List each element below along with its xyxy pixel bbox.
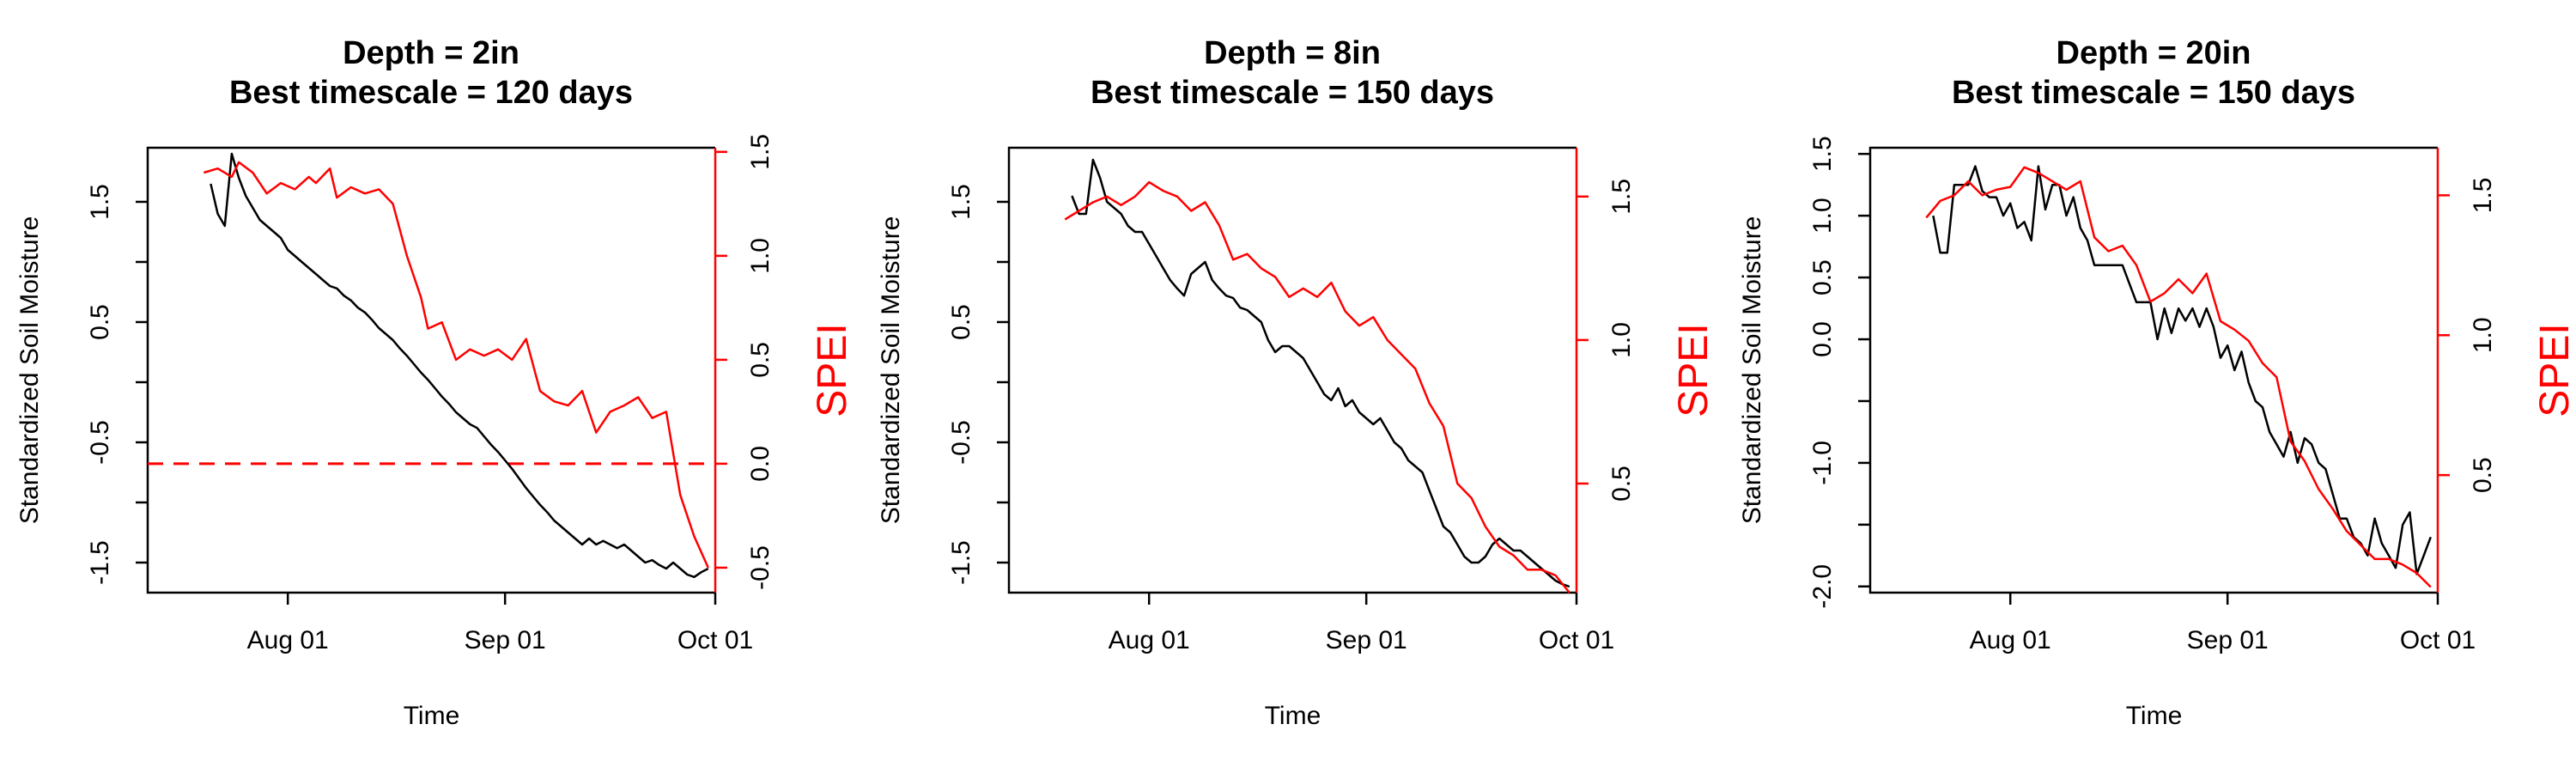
right-y-tick-label: 1.0 [746, 238, 775, 274]
x-tick-label: Oct 01 [2400, 626, 2476, 654]
left-y-tick-label: -0.5 [86, 420, 114, 465]
x-tick-label: Sep 01 [465, 626, 546, 654]
left-y-tick-label: 0.5 [86, 304, 114, 340]
left-y-tick-label: 0.5 [947, 304, 975, 340]
soil-moisture-series-line [210, 152, 709, 579]
left-y-tick-label: 0.0 [1808, 321, 1837, 357]
right-y-axis-label: SPEI [810, 323, 855, 417]
right-y-axis-label: SPEI [2532, 323, 2576, 417]
right-y-tick-label: -0.5 [746, 545, 775, 590]
left-y-tick-label: 1.5 [86, 184, 114, 220]
left-y-tick-label: -1.0 [1808, 441, 1837, 485]
x-axis-label: Time [1265, 702, 1321, 730]
chart-title-line1: Depth = 20in [2057, 35, 2251, 71]
left-y-tick-label: 1.5 [1808, 136, 1837, 172]
left-y-axis-label: Standardized Soil Moisture [877, 216, 905, 525]
right-y-tick-label: 1.0 [1607, 322, 1636, 358]
right-y-tick-label: 0.5 [2469, 457, 2497, 493]
soil-moisture-series-line [1932, 165, 2432, 575]
left-y-tick-label: 0.5 [1808, 259, 1837, 295]
chart-title-line1: Depth = 2in [343, 35, 519, 71]
left-y-tick-label: -1.5 [947, 540, 975, 585]
left-y-tick-label: 1.0 [1808, 198, 1837, 234]
right-y-tick-label: 1.5 [2469, 178, 2497, 214]
soil-moisture-series-line [1071, 158, 1571, 588]
x-tick-label: Oct 01 [1539, 626, 1614, 654]
right-y-tick-label: 1.0 [2469, 317, 2497, 353]
x-tick-label: Sep 01 [2187, 626, 2269, 654]
right-y-tick-label: 1.5 [746, 134, 775, 170]
right-y-tick-label: 0.5 [1607, 466, 1636, 502]
left-y-tick-label: -2.0 [1808, 564, 1837, 609]
x-tick-label: Sep 01 [1326, 626, 1407, 654]
left-y-tick-label: -1.5 [86, 540, 114, 585]
x-tick-label: Aug 01 [1109, 626, 1190, 654]
x-tick-label: Oct 01 [677, 626, 753, 654]
plot-frame [146, 146, 715, 594]
plot-frame [1868, 146, 2438, 594]
spei-series-line [203, 161, 709, 569]
left-y-tick-label: 1.5 [947, 184, 975, 220]
left-y-tick-label: -0.5 [947, 420, 975, 465]
spei-series-line [1925, 166, 2432, 588]
x-axis-label: Time [404, 702, 460, 730]
left-y-axis-label: Standardized Soil Moisture [15, 216, 44, 525]
x-tick-label: Aug 01 [247, 626, 329, 654]
x-tick-label: Aug 01 [1970, 626, 2051, 654]
plot-frame [1007, 146, 1577, 594]
left-y-axis-label: Standardized Soil Moisture [1738, 216, 1766, 525]
chart-title-line2: Best timescale = 150 days [1091, 75, 1494, 111]
chart-title-line2: Best timescale = 150 days [1952, 75, 2355, 111]
x-axis-label: Time [2126, 702, 2183, 730]
chart-title-line1: Depth = 8in [1204, 35, 1381, 71]
right-y-axis-label: SPEI [1671, 323, 1716, 417]
right-y-tick-label: 0.5 [746, 342, 775, 378]
chart-title-line2: Best timescale = 120 days [229, 75, 633, 111]
right-y-tick-label: 1.5 [1607, 179, 1636, 215]
spei-series-line [1064, 180, 1571, 593]
right-y-tick-label: 0.0 [746, 446, 775, 482]
